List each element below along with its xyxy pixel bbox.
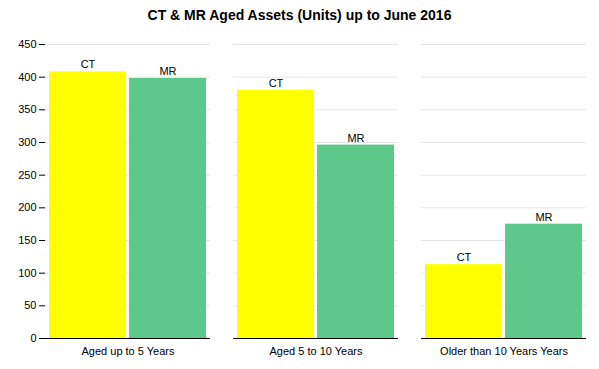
svg-text:Aged 5 to 10 Years: Aged 5 to 10 Years <box>270 345 363 357</box>
html-text:CT & MR Aged Assets (Units) up: CT & MR Aged Assets (Units) up to June 2… <box>147 7 452 23</box>
svg-text:300: 300 <box>18 136 36 148</box>
svg-text:CT: CT <box>269 77 284 89</box>
svg-text:0: 0 <box>30 332 36 344</box>
svg-text:Aged up to 5 Years: Aged up to 5 Years <box>82 345 175 357</box>
svg-text:CT: CT <box>457 251 472 263</box>
svg-text:150: 150 <box>18 234 36 246</box>
svg-text:250: 250 <box>18 169 36 181</box>
svg-text:CT: CT <box>81 58 96 70</box>
svg-text:MR: MR <box>159 65 176 77</box>
svg-text:Older than 10 Years Years: Older than 10 Years Years <box>440 345 568 357</box>
svg-text:200: 200 <box>18 201 36 213</box>
svg-text:100: 100 <box>18 267 36 279</box>
svg-text:MR: MR <box>535 211 552 223</box>
svg-text:50: 50 <box>24 299 36 311</box>
svg-text:MR: MR <box>347 132 364 144</box>
svg-text:450: 450 <box>18 38 36 50</box>
svg-text:350: 350 <box>18 103 36 115</box>
svg-text:400: 400 <box>18 71 36 83</box>
